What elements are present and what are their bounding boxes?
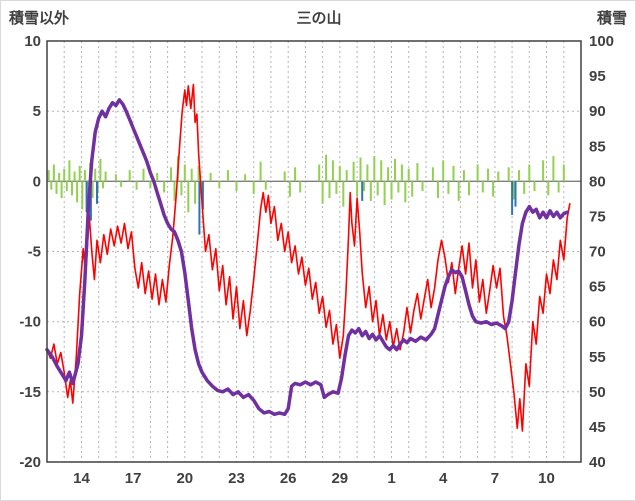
chart-title: 三の山 — [296, 10, 342, 27]
right-axis-tick: 50 — [589, 384, 606, 401]
right-axis-tick: 90 — [589, 103, 606, 120]
x-axis-tick: 7 — [491, 470, 499, 487]
plot-border — [46, 40, 582, 463]
left-axis-tick: -10 — [19, 314, 41, 331]
left-axis-tick-labels: 10 5 0 -5 -10 -15 -20 — [19, 33, 41, 471]
right-axis-tick: 100 — [589, 33, 614, 50]
x-axis-tick: 23 — [228, 470, 245, 487]
right-axis-tick: 60 — [589, 314, 606, 331]
right-axis-tick: 85 — [589, 138, 606, 155]
right-axis-title: 積雪 — [596, 10, 627, 27]
right-axis-tick: 45 — [589, 419, 606, 436]
left-axis-tick: -5 — [28, 244, 41, 261]
right-axis-tick: 80 — [589, 173, 606, 190]
right-axis-tick: 40 — [589, 454, 606, 471]
x-axis-tick: 29 — [331, 470, 348, 487]
right-axis-tick: 75 — [589, 208, 606, 225]
left-axis-tick: 0 — [33, 173, 41, 190]
blue-bars — [85, 181, 517, 235]
right-axis-tick: 70 — [589, 244, 606, 261]
x-axis-tick: 4 — [439, 470, 448, 487]
x-axis-tick: 20 — [176, 470, 193, 487]
x-axis-tick: 14 — [73, 470, 90, 487]
horizontal-gridlines — [47, 110, 581, 393]
right-axis-tick: 95 — [589, 68, 606, 85]
left-axis-tick: -20 — [19, 454, 41, 471]
green-bars — [47, 154, 565, 213]
right-axis-tick-labels: 100 95 90 85 80 75 70 65 60 55 50 45 40 — [589, 33, 614, 471]
left-axis-tick: -15 — [19, 384, 41, 401]
purple-line — [45, 98, 569, 417]
right-axis-tick: 55 — [589, 349, 606, 366]
left-axis-title: 積雪以外 — [9, 10, 70, 27]
left-axis-tick: 10 — [24, 33, 41, 50]
x-axis-tick: 26 — [280, 470, 297, 487]
x-axis-tick: 10 — [538, 470, 555, 487]
right-axis-tick: 65 — [589, 279, 606, 296]
x-axis-tick-labels: 14 17 20 23 26 29 1 4 7 10 — [73, 470, 555, 487]
left-axis-tick: 5 — [33, 103, 41, 120]
x-axis-tick: 1 — [387, 470, 395, 487]
x-axis-tick: 17 — [125, 470, 142, 487]
red-line — [46, 83, 571, 432]
